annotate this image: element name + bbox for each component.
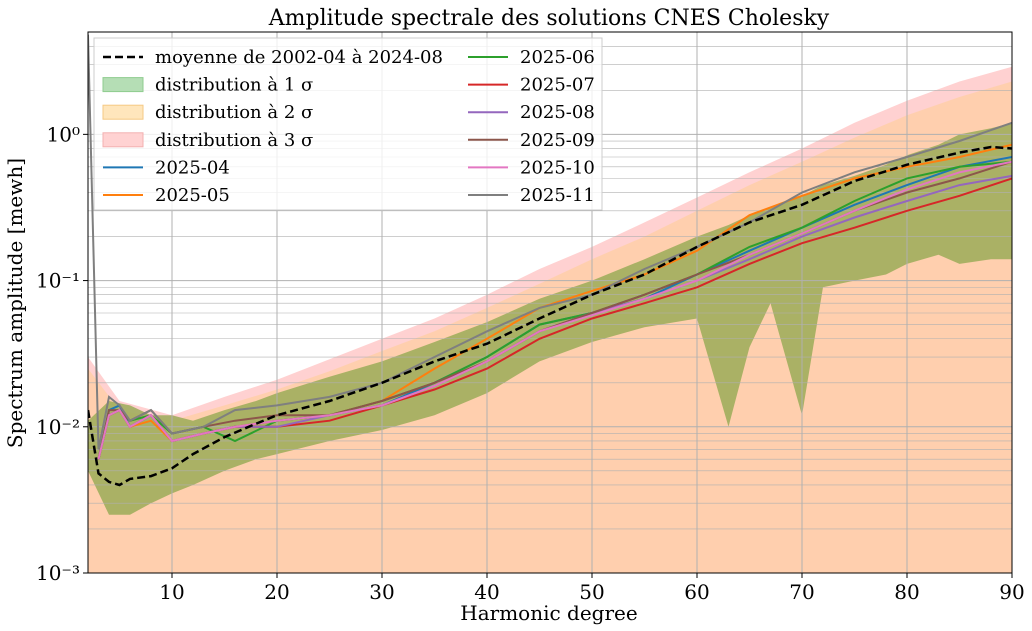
x-tick-label: 10: [159, 580, 184, 604]
legend-label-moyenne-de-2002-04-2024-08: moyenne de 2002-04 à 2024-08: [155, 47, 443, 68]
x-tick-label: 90: [999, 580, 1024, 604]
x-tick-label: 40: [474, 580, 499, 604]
plot-frame: [87, 31, 1013, 574]
legend-label-2025-06: 2025-06: [520, 47, 595, 68]
y-tick-label: 10⁻¹: [36, 269, 80, 293]
legend-box: [93, 37, 603, 211]
x-tick-label: 20: [264, 580, 289, 604]
y-axis-label: Spectrum amplitude [mewh]: [3, 158, 27, 448]
legend-label-2025-07: 2025-07: [520, 75, 595, 96]
x-tick-label: 80: [894, 580, 919, 604]
legend-label-2025-10: 2025-10: [520, 157, 595, 178]
series-lines: [88, 34, 1012, 487]
legend-label-distribution-3: distribution à 3 σ: [155, 130, 313, 151]
x-tick-label: 50: [579, 580, 604, 604]
legend-label-distribution-2: distribution à 2 σ: [155, 102, 313, 123]
legend-swatch-distribution-2: [102, 104, 144, 120]
legend-label-2025-04: 2025-04: [155, 157, 230, 178]
legend-label-2025-09: 2025-09: [520, 130, 595, 151]
legend-label-2025-05: 2025-05: [155, 185, 230, 206]
x-axis-ticks: 10 20 30 40 50 60 70 80 90: [159, 573, 1025, 604]
chart-title: Amplitude spectrale des solutions CNES C…: [268, 6, 830, 31]
legend: moyenne de 2002-04 à 2024-08 distribution…: [93, 37, 603, 211]
series-line-2025-11: [88, 34, 1012, 450]
legend-swatch-distribution-3: [102, 132, 144, 148]
legend-swatch-distribution-1: [102, 77, 144, 93]
x-tick-label: 30: [369, 580, 394, 604]
x-axis-label: Harmonic degree: [460, 601, 637, 625]
series-line-moyenne-de-2002-04-2024-08: [88, 145, 1012, 487]
y-tick-label: 10⁰: [47, 122, 80, 146]
x-tick-label: 70: [789, 580, 814, 604]
y-tick-label: 10⁻³: [36, 561, 80, 585]
legend-label-distribution-1: distribution à 1 σ: [155, 75, 313, 96]
series-line-2025-10: [97, 160, 1012, 460]
y-tick-label: 10⁻²: [36, 415, 80, 439]
legend-label-2025-08: 2025-08: [520, 102, 595, 123]
y-axis-ticks: 10⁻³ 10⁻² 10⁻¹ 10⁰: [36, 122, 88, 585]
x-tick-label: 60: [684, 580, 709, 604]
series-line-2025-05: [97, 143, 1012, 460]
legend-label-2025-11: 2025-11: [520, 185, 595, 206]
